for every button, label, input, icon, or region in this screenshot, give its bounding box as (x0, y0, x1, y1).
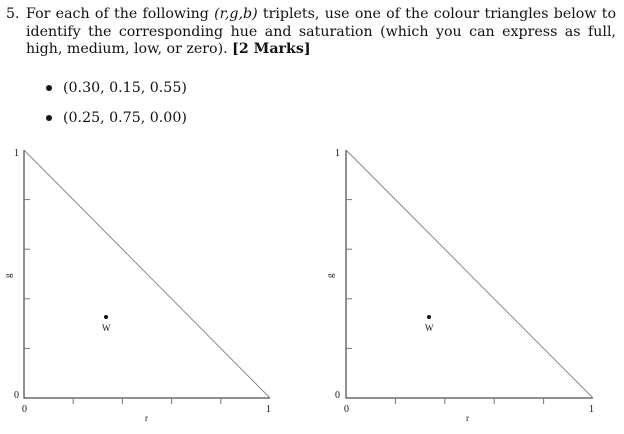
x-min-label: 0 (344, 404, 349, 415)
y-axis-label: g (325, 273, 335, 278)
white-point-label: W (102, 323, 111, 333)
triangle-hypotenuse (345, 149, 594, 399)
white-point-dot (427, 315, 431, 319)
y-axis-label: g (3, 273, 13, 278)
y-max-label: 1 (335, 148, 340, 159)
triangle-axes (345, 150, 593, 399)
question-text-after: triplets, use one of the colour triangle… (26, 6, 616, 58)
triplet-1: (0.30, 0.15, 0.55) (63, 80, 187, 96)
y-ticks (346, 199, 352, 349)
triplet-2: (0.25, 0.75, 0.00) (63, 110, 187, 126)
white-point-dot (104, 315, 108, 319)
y-ticks (24, 199, 30, 349)
colour-triangles: 1 0 g 0 1 r W 1 (0, 145, 624, 434)
x-axis-label: r (145, 413, 148, 423)
question-number: 5. (6, 6, 20, 22)
x-max-label: 1 (266, 404, 271, 415)
x-min-label: 0 (22, 404, 27, 415)
y-min-label: 0 (335, 390, 340, 401)
triangles-svg: 1 0 g 0 1 r W 1 (3, 148, 594, 423)
marks-label: [2 Marks] (232, 41, 311, 58)
x-ticks (394, 398, 545, 404)
colour-triangle-left: 1 0 g 0 1 r W (3, 148, 271, 423)
list-item: (0.25, 0.75, 0.00) (46, 103, 187, 133)
question-text: For each of the following (r,g,b) triple… (26, 6, 616, 59)
bullet-icon (46, 85, 52, 91)
question-text-before: For each of the following (26, 6, 215, 22)
list-item: (0.30, 0.15, 0.55) (46, 73, 187, 103)
colour-triangle-right: 1 0 g 0 1 r W (325, 148, 594, 423)
question-5: 5. For each of the following (r,g,b) tri… (6, 6, 616, 59)
y-max-label: 1 (14, 148, 19, 159)
y-min-label: 0 (14, 390, 19, 401)
x-ticks (72, 398, 222, 404)
triplet-list: (0.30, 0.15, 0.55) (0.25, 0.75, 0.00) (46, 73, 187, 133)
triangle-axes (23, 150, 270, 399)
white-point-label: W (425, 323, 434, 333)
triangle-hypotenuse (23, 149, 271, 399)
x-max-label: 1 (589, 404, 594, 415)
x-axis-label: r (466, 413, 469, 423)
bullet-icon (46, 115, 52, 121)
triplet-notation: (r,g,b) (214, 6, 258, 22)
